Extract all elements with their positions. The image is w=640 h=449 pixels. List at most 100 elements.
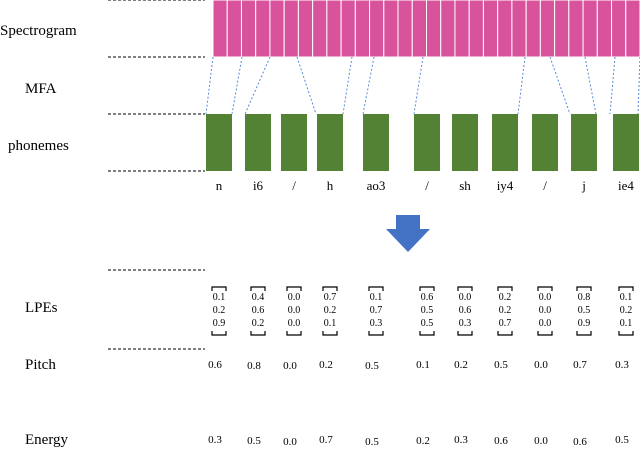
phoneme-box bbox=[613, 114, 639, 171]
alignment-line bbox=[205, 56, 214, 115]
lpe-value: 0.0 bbox=[539, 305, 552, 316]
lpe-bracket-top bbox=[368, 286, 384, 291]
spectrogram-frame bbox=[354, 0, 371, 58]
lpe-vector: 0.0 0.6 0.3 bbox=[457, 286, 473, 336]
lpe-value: 0.5 bbox=[421, 318, 434, 329]
lpe-bracket-bottom bbox=[576, 331, 592, 336]
phoneme-box bbox=[245, 114, 271, 171]
spectrogram-frame bbox=[411, 0, 427, 58]
lpe-vector: 0.8 0.5 0.9 bbox=[576, 286, 592, 336]
lpe-bracket-top bbox=[537, 286, 553, 291]
pitch-value: 0.6 bbox=[208, 359, 222, 371]
phoneme-box bbox=[363, 114, 389, 171]
spectrogram-frame bbox=[625, 0, 640, 58]
phoneme-box bbox=[532, 114, 558, 171]
lpe-value: 0.7 bbox=[324, 292, 337, 303]
lpe-vector: 0.0 0.0 0.0 bbox=[537, 286, 553, 336]
lpe-value: 0.0 bbox=[288, 292, 301, 303]
phoneme-symbol: i6 bbox=[253, 178, 264, 193]
spectrogram-frame bbox=[468, 0, 484, 58]
pitch-value: 0.5 bbox=[365, 360, 379, 372]
lpe-bracket-bottom bbox=[322, 331, 338, 336]
label-spectrogram: Spectrogram bbox=[0, 23, 77, 39]
spectrogram-frame bbox=[568, 0, 584, 58]
energy-value: 0.5 bbox=[365, 436, 379, 448]
lpe-value: 0.9 bbox=[213, 318, 226, 329]
phoneme-symbol: j bbox=[581, 178, 586, 193]
spectrogram-frame bbox=[554, 0, 570, 58]
pitch-value: 0.3 bbox=[615, 359, 629, 371]
pitch-value: 0.0 bbox=[283, 360, 297, 372]
lpe-bracket-top bbox=[211, 286, 227, 291]
lpe-value: 0.0 bbox=[288, 305, 301, 316]
phoneme-box bbox=[492, 114, 518, 171]
lpe-bracket-bottom bbox=[457, 331, 473, 336]
mfa-alignment-lines bbox=[205, 56, 640, 115]
spectrogram-strip bbox=[212, 0, 640, 58]
lpe-value: 0.9 bbox=[578, 318, 591, 329]
alignment-line bbox=[296, 56, 317, 115]
lpe-vector: 0.2 0.2 0.7 bbox=[497, 286, 513, 336]
phoneme-box bbox=[317, 114, 343, 171]
lpe-bracket-top bbox=[250, 286, 266, 291]
spectrogram-frame bbox=[426, 0, 442, 58]
spectrogram-frame bbox=[611, 0, 627, 58]
phoneme-symbol: sh bbox=[459, 178, 471, 193]
lpe-vector: 0.1 0.2 0.9 bbox=[211, 286, 227, 336]
spectrogram-frame bbox=[269, 0, 285, 58]
spectrogram-frame bbox=[596, 0, 613, 58]
phoneme-symbol: / bbox=[425, 178, 429, 193]
lpe-bracket-bottom bbox=[368, 331, 384, 336]
lpe-value: 0.3 bbox=[370, 318, 383, 329]
lpe-bracket-top bbox=[618, 286, 634, 291]
lpe-value: 0.0 bbox=[288, 318, 301, 329]
label-mfa: MFA bbox=[25, 81, 57, 97]
alignment-line bbox=[517, 56, 526, 115]
lpe-bracket-bottom bbox=[497, 331, 513, 336]
lpe-value: 0.1 bbox=[324, 318, 337, 329]
pitch-value: 0.0 bbox=[534, 359, 548, 371]
energy-value: 0.0 bbox=[283, 436, 297, 448]
phoneme-box bbox=[571, 114, 597, 171]
spectrogram-frame bbox=[582, 0, 598, 58]
lpe-vector: 0.1 0.7 0.3 bbox=[368, 286, 384, 336]
lpe-bracket-top bbox=[457, 286, 473, 291]
lpe-value: 0.2 bbox=[499, 292, 512, 303]
energy-value: 0.3 bbox=[208, 434, 222, 446]
lpe-value: 0.6 bbox=[421, 292, 434, 303]
pitch-row: 0.6 0.8 0.0 0.2 0.5 0.1 0.2 0.5 0.0 0.7 0.3 bbox=[208, 359, 629, 372]
phoneme-row: n i6 / h ao3 / sh iy4 / j ie4 bbox=[206, 114, 639, 193]
spectrogram-frame bbox=[383, 0, 399, 58]
spectrogram-frame bbox=[283, 0, 299, 58]
energy-value: 0.7 bbox=[319, 434, 333, 446]
lpe-value: 0.2 bbox=[252, 318, 265, 329]
alignment-line bbox=[549, 56, 571, 115]
spectrogram-frame bbox=[226, 0, 242, 58]
lpe-bracket-top bbox=[497, 286, 513, 291]
alignment-line bbox=[362, 56, 375, 115]
lpe-vector: 0.1 0.2 0.1 bbox=[618, 286, 634, 336]
phoneme-symbol: iy4 bbox=[497, 178, 514, 193]
spectrogram-frame bbox=[397, 0, 413, 58]
row-separators bbox=[108, 0, 205, 350]
phoneme-box bbox=[206, 114, 232, 171]
lpe-value: 0.6 bbox=[252, 305, 265, 316]
spectrogram-frame bbox=[525, 0, 541, 58]
lpe-value: 0.1 bbox=[370, 292, 383, 303]
pitch-value: 0.8 bbox=[247, 360, 261, 372]
spectrogram-frame bbox=[297, 0, 314, 58]
lpe-value: 0.8 bbox=[578, 292, 591, 303]
spectrogram-frame bbox=[482, 0, 499, 58]
lpe-value: 0.2 bbox=[499, 305, 512, 316]
lpe-value: 0.5 bbox=[421, 305, 434, 316]
lpe-value: 0.5 bbox=[578, 305, 591, 316]
lpe-value: 0.2 bbox=[620, 305, 633, 316]
lpe-value: 0.4 bbox=[252, 292, 265, 303]
spectrogram-frame bbox=[511, 0, 527, 58]
spectrogram-frame bbox=[539, 0, 556, 58]
lpe-value: 0.6 bbox=[459, 305, 472, 316]
phoneme-symbol: ao3 bbox=[367, 178, 386, 193]
phoneme-symbol: ie4 bbox=[618, 178, 634, 193]
alignment-line bbox=[231, 56, 243, 115]
